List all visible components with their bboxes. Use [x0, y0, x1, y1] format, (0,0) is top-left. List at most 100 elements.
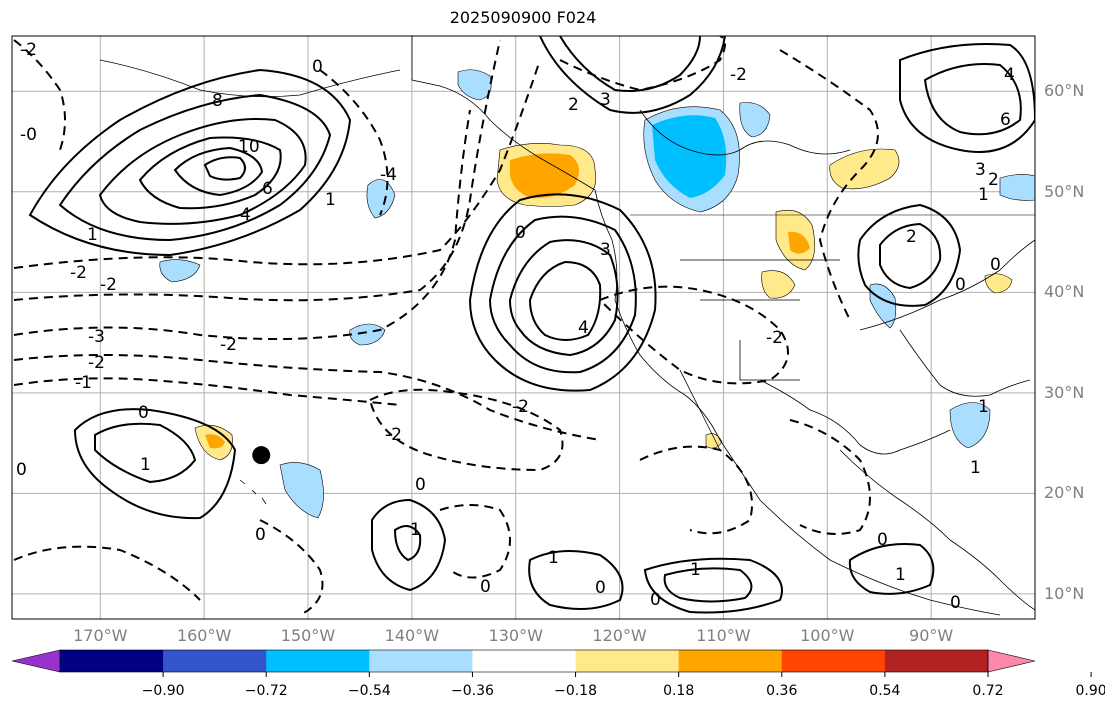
contour-label: 6: [1000, 110, 1011, 130]
contour-label: 1: [410, 520, 421, 540]
contour-labels: 10 8 6 4 1 -2 -2 -3 -2 -1 -2 0 1 0 -4 3 …: [16, 40, 1015, 613]
lon-label: 90°W: [909, 626, 954, 645]
shading-blue-hawaii: [279, 462, 324, 519]
contour-label: 10: [238, 137, 260, 157]
negative-contours: [13, 36, 879, 616]
contour-label: -4: [380, 165, 397, 185]
shading-blue-mid: [349, 323, 386, 346]
colorbar-extend-max: [987, 649, 1036, 673]
contour-label: 8: [212, 91, 223, 111]
contour-label: 0: [650, 590, 661, 610]
shading-layer: [159, 69, 1035, 519]
contour-label: 0: [16, 460, 27, 480]
colorbar-tick-label: −0.90: [141, 683, 185, 699]
colorbar-cell: [472, 650, 577, 672]
coastlines: [99, 36, 1035, 616]
contour-label: 1: [548, 548, 559, 568]
colorbar-cell: [163, 650, 267, 672]
colorbar-tick-label: 0.72: [972, 683, 1004, 699]
colorbar-tick-label: 0.90: [1075, 683, 1105, 699]
contour-label: 0: [950, 593, 961, 613]
colorbar-tick-label: −0.36: [450, 683, 494, 699]
lat-label: 30°N: [1044, 382, 1085, 402]
contour-label: -0: [20, 125, 37, 145]
contour-label: 1: [970, 458, 981, 478]
contour-label: 0: [312, 57, 323, 77]
contour-label: -3: [88, 327, 105, 347]
contour-label: -2: [766, 328, 783, 348]
contour-label: 2: [988, 170, 999, 190]
contour-label: -2: [20, 40, 37, 60]
map-title: 2025090900 F024: [449, 8, 597, 27]
shading-yellow-plains2: [761, 270, 796, 299]
colorbar-tick-label: −0.54: [347, 683, 391, 699]
map-panel: 10 8 6 4 1 -2 -2 -3 -2 -1 -2 0 1 0 -4 3 …: [11, 35, 1036, 620]
lat-label: 50°N: [1044, 181, 1085, 201]
shading-orange-plains: [788, 231, 810, 254]
contour-label: 0: [415, 475, 426, 495]
colorbar-tick-label: 0.54: [869, 683, 901, 699]
location-marker: [252, 446, 271, 465]
lon-label: 130°W: [488, 626, 543, 645]
contour-label: 4: [240, 205, 251, 225]
contour-label: 2: [568, 95, 579, 115]
colorbar-tick-label: −0.18: [554, 683, 597, 699]
contour-label: 3: [975, 160, 986, 180]
shading-yellow-gl: [829, 148, 900, 190]
contour-label: 0: [595, 578, 606, 598]
contour-label: 4: [1004, 65, 1015, 85]
colorbar-cell: [60, 650, 164, 672]
lon-label: 110°W: [696, 626, 751, 645]
colorbar: [11, 649, 1092, 677]
colorbar-extend-min: [11, 649, 61, 673]
colorbar-tick-label: −0.72: [244, 683, 288, 699]
lat-label: 40°N: [1044, 282, 1085, 302]
contour-label: -2: [730, 65, 747, 85]
shading-blue-gulf: [159, 259, 201, 283]
contour-label: 3: [600, 90, 611, 110]
shading-blue-ne-pac: [366, 179, 396, 219]
contour-label: 4: [578, 318, 589, 338]
colorbar-cell: [575, 650, 680, 672]
shading-blue-atl: [999, 174, 1035, 201]
contour-label: 1: [978, 185, 989, 205]
contour-label: -2: [88, 353, 105, 373]
contour-label: 1: [690, 560, 701, 580]
contour-label: 1: [978, 397, 989, 417]
contour-label: 3: [600, 240, 611, 260]
gridlines: [12, 36, 1035, 619]
lon-label: 150°W: [280, 626, 336, 645]
contour-label: -2: [220, 335, 237, 355]
colorbar-frame: [59, 649, 989, 673]
map-frame: [11, 35, 1036, 620]
contour-label: 0: [990, 255, 1001, 275]
lon-label: 100°W: [800, 626, 855, 645]
colorbar-cell: [266, 650, 370, 672]
contour-label: 1: [325, 190, 336, 210]
contour-label: -2: [385, 425, 402, 445]
positive-contours: [28, 36, 1035, 614]
contour-label: -2: [100, 275, 117, 295]
contour-label: 0: [877, 530, 888, 550]
contour-label: 0: [515, 223, 526, 243]
lat-label: 10°N: [1044, 583, 1085, 603]
shading-blue-mexico: [949, 402, 991, 449]
contour-label: 0: [255, 525, 266, 545]
contour-label: 1: [895, 565, 906, 585]
lat-label: 20°N: [1044, 483, 1085, 503]
contour-label: 0: [955, 275, 966, 295]
lon-label: 170°W: [73, 626, 128, 645]
lat-label: 60°N: [1044, 81, 1085, 101]
contour-label: -2: [70, 263, 87, 283]
lon-label: 160°W: [176, 626, 232, 645]
contour-label: 0: [480, 577, 491, 597]
lon-label: 120°W: [592, 626, 647, 645]
shading-orange-hawaii: [205, 434, 225, 449]
contour-label: 1: [140, 455, 151, 475]
lon-label: 140°W: [384, 626, 440, 645]
contour-label: -1: [75, 373, 92, 393]
colorbar-cell: [781, 650, 886, 672]
shading-orange-pnw-core: [510, 153, 579, 199]
contour-label: 6: [262, 179, 273, 199]
contour-label: 1: [87, 225, 98, 245]
